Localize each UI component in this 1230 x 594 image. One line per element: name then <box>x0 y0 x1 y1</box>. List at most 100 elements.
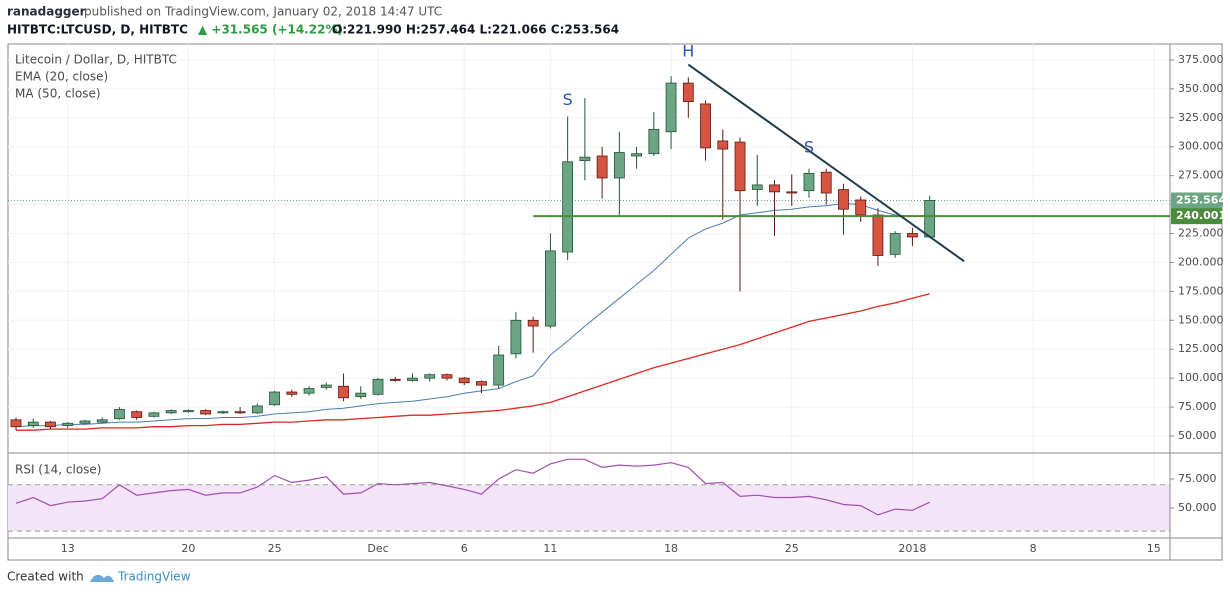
candle-body <box>234 411 246 414</box>
candle-body <box>700 103 711 149</box>
candle-body <box>251 405 263 414</box>
annotation: H <box>682 41 694 60</box>
change: ▲ +31.565 (+14.22%) <box>198 23 343 37</box>
y-tick-label: 325.000 <box>1178 111 1224 124</box>
candle-body <box>889 233 901 255</box>
candle-body <box>872 214 884 256</box>
y-tick-label: 100.000 <box>1178 371 1224 384</box>
price-tag-label: 253.564 <box>1176 193 1226 206</box>
candle-body <box>527 319 539 327</box>
candle-body <box>596 155 608 179</box>
y-tick-label: 275.000 <box>1178 169 1224 182</box>
trendline <box>687 63 965 263</box>
candle-body <box>734 141 746 192</box>
candle-body <box>355 392 367 398</box>
plot: 13 20 25 Dec 6 11 18 25 2018 8 15 50.000 75.000 100.0… <box>8 41 1226 555</box>
legend-entry: Litecoin / Dollar, D, HITBTC <box>15 53 177 67</box>
price-tag-label: 240.001 <box>1176 209 1226 222</box>
brand-logo <box>90 574 114 582</box>
annotation: S <box>563 90 573 109</box>
candle-body <box>286 391 298 395</box>
candle-body <box>907 233 918 238</box>
candle-body <box>838 189 849 210</box>
candle-body <box>79 420 91 424</box>
candle-body <box>182 410 194 413</box>
candle-body <box>665 82 677 133</box>
y-tick-label: 200.000 <box>1178 255 1224 268</box>
x-tick-label: Dec <box>367 542 388 555</box>
candle-body <box>855 199 867 216</box>
brand: TradingView <box>117 570 191 584</box>
y-tick-label: 225.000 <box>1178 227 1224 240</box>
ohlc: O:221.990 H:257.464 L:221.066 C:253.564 <box>332 23 619 37</box>
candle-body <box>407 377 418 381</box>
candle-body <box>924 200 936 238</box>
candle-body <box>148 412 160 417</box>
x-tick-label: 11 <box>543 542 557 555</box>
symbol: HITBTC:LTCUSD, D, HITBTC <box>7 23 188 37</box>
candle-body <box>338 385 349 399</box>
candle-body <box>165 410 177 414</box>
author: ranadagger <box>7 5 86 19</box>
candle-body <box>458 377 470 384</box>
candle-body <box>493 354 505 386</box>
candle-body <box>389 378 401 381</box>
y-tick-label: 300.000 <box>1178 140 1224 153</box>
legend-entry: EMA (20, close) <box>15 70 108 84</box>
rsi-band <box>8 484 1170 532</box>
candle-body <box>269 391 280 406</box>
candle-body <box>803 172 815 192</box>
candle-body <box>613 152 625 179</box>
candle-body <box>631 153 642 157</box>
legend-entry: RSI (14, close) <box>15 463 101 477</box>
x-tick-label: 25 <box>785 542 799 555</box>
price-tag <box>1171 208 1222 225</box>
y-tick-label: 375.000 <box>1178 53 1224 66</box>
y-tick-label: 50.000 <box>1178 501 1217 514</box>
y-tick-label: 175.000 <box>1178 284 1224 297</box>
candle-body <box>648 128 660 155</box>
x-tick-label: 13 <box>61 542 75 555</box>
x-tick-label: 20 <box>181 542 195 555</box>
y-tick-label: 150.000 <box>1178 313 1224 326</box>
candle-body <box>510 319 522 355</box>
candle-body <box>769 184 780 193</box>
candle-body <box>682 82 694 103</box>
candle-body <box>579 156 591 162</box>
candle-body <box>545 250 556 327</box>
x-tick-label: 15 <box>1147 542 1161 555</box>
candle-body <box>217 411 229 414</box>
candle-body <box>131 411 143 418</box>
y-tick-label: 75.000 <box>1178 472 1217 485</box>
candle-body <box>200 410 212 415</box>
y-tick-label: 50.000 <box>1178 429 1217 442</box>
rsi-line <box>15 458 930 516</box>
x-tick-label: 6 <box>461 542 468 555</box>
indicator-line <box>16 293 930 431</box>
candle-body <box>820 171 832 194</box>
published: published on TradingView.com, January 02… <box>84 5 442 19</box>
candle-body <box>441 374 453 379</box>
candle-body <box>786 191 798 194</box>
x-tick-label: 18 <box>664 542 678 555</box>
y-tick-label: 350.000 <box>1178 82 1224 95</box>
candle-body <box>303 388 315 394</box>
candle-body <box>751 184 763 190</box>
candle-body <box>717 140 729 150</box>
legend-entry: MA (50, close) <box>15 87 101 101</box>
candle-body <box>476 381 487 386</box>
y-tick-label: 75.000 <box>1178 400 1217 413</box>
candle-body <box>372 378 384 395</box>
candle-body <box>10 419 22 428</box>
x-tick-label: 25 <box>268 542 282 555</box>
candle-body <box>114 408 125 420</box>
candle-body <box>27 421 39 426</box>
candle-body <box>320 384 332 388</box>
x-tick-label: 2018 <box>898 542 926 555</box>
created-with: Created with <box>7 570 84 584</box>
chart-frame <box>7 43 1223 561</box>
x-tick-label: 8 <box>1030 542 1037 555</box>
price-tag <box>1171 192 1222 209</box>
candle-body <box>424 374 436 379</box>
